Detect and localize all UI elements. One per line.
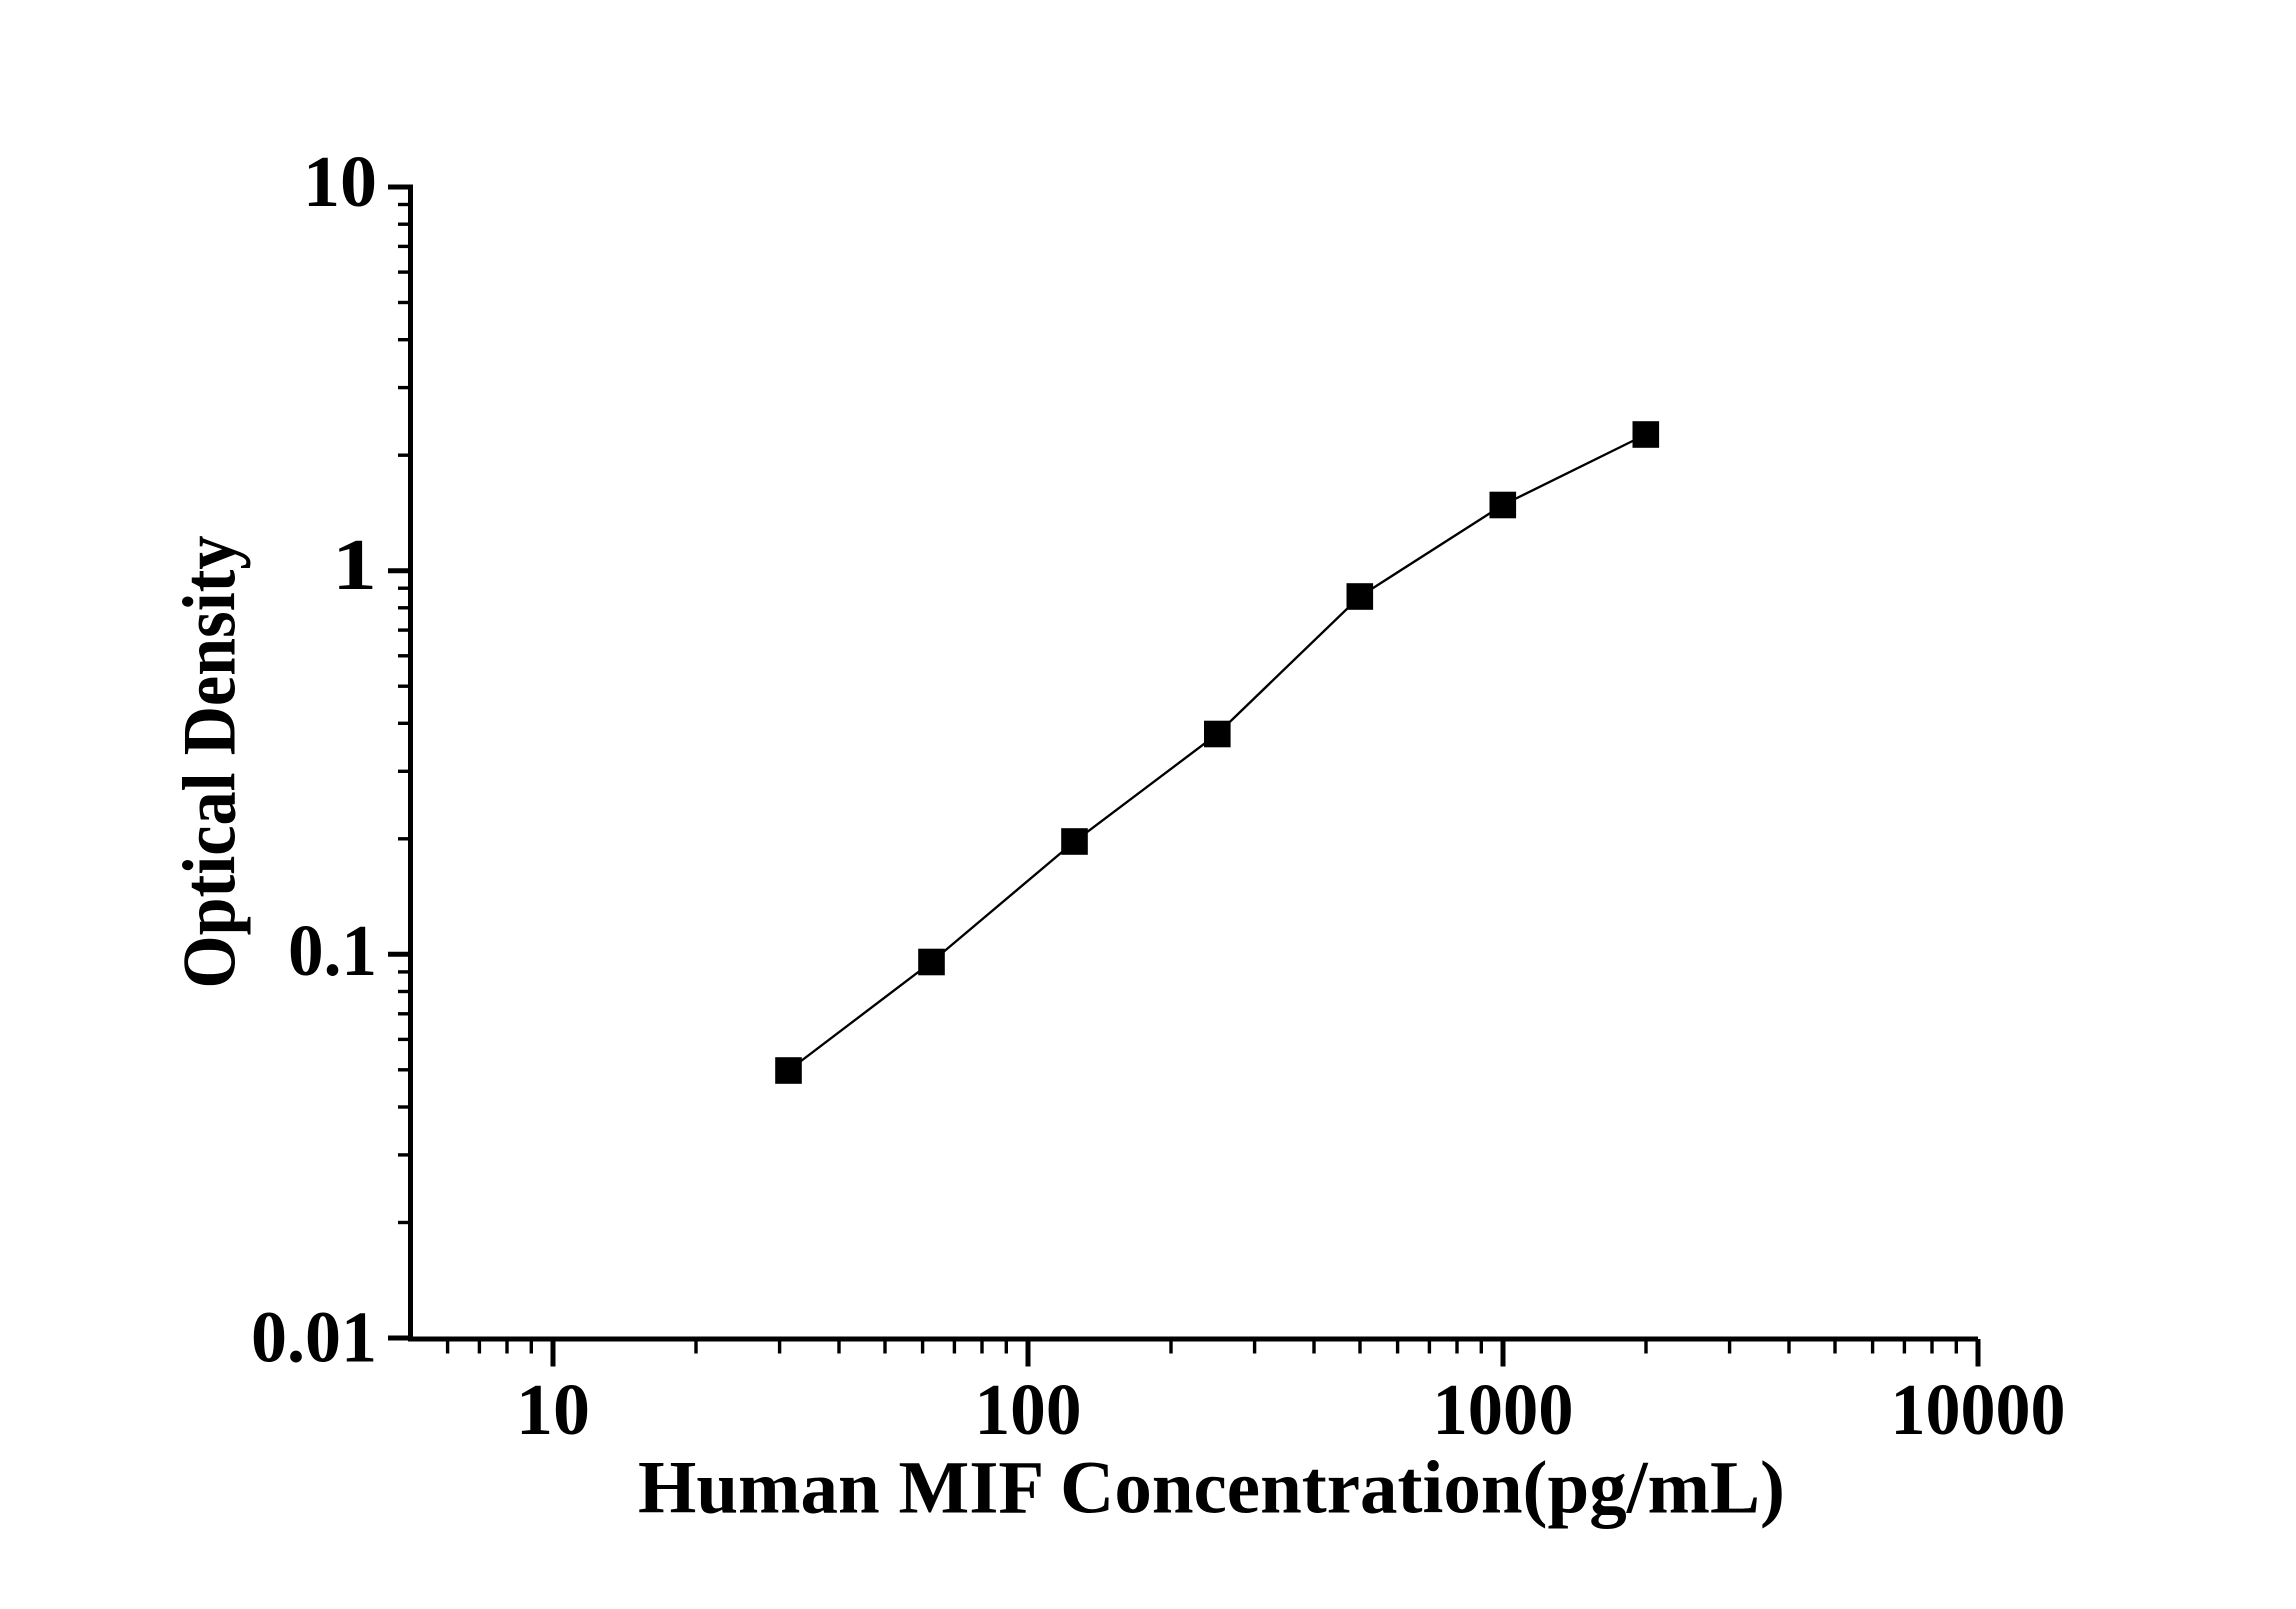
svg-text:100: 100 [975,1369,1082,1450]
svg-text:0.01: 0.01 [251,1297,377,1378]
svg-text:1: 1 [332,524,377,605]
svg-text:0.1: 0.1 [288,910,377,991]
svg-text:1000: 1000 [1433,1369,1574,1450]
svg-text:10000: 10000 [1891,1369,2066,1450]
svg-text:Human MIF Concentration(pg/mL): Human MIF Concentration(pg/mL) [638,1447,1785,1530]
svg-text:10: 10 [516,1369,590,1450]
svg-text:10: 10 [303,141,377,222]
svg-text:Optical Density: Optical Density [168,535,251,988]
